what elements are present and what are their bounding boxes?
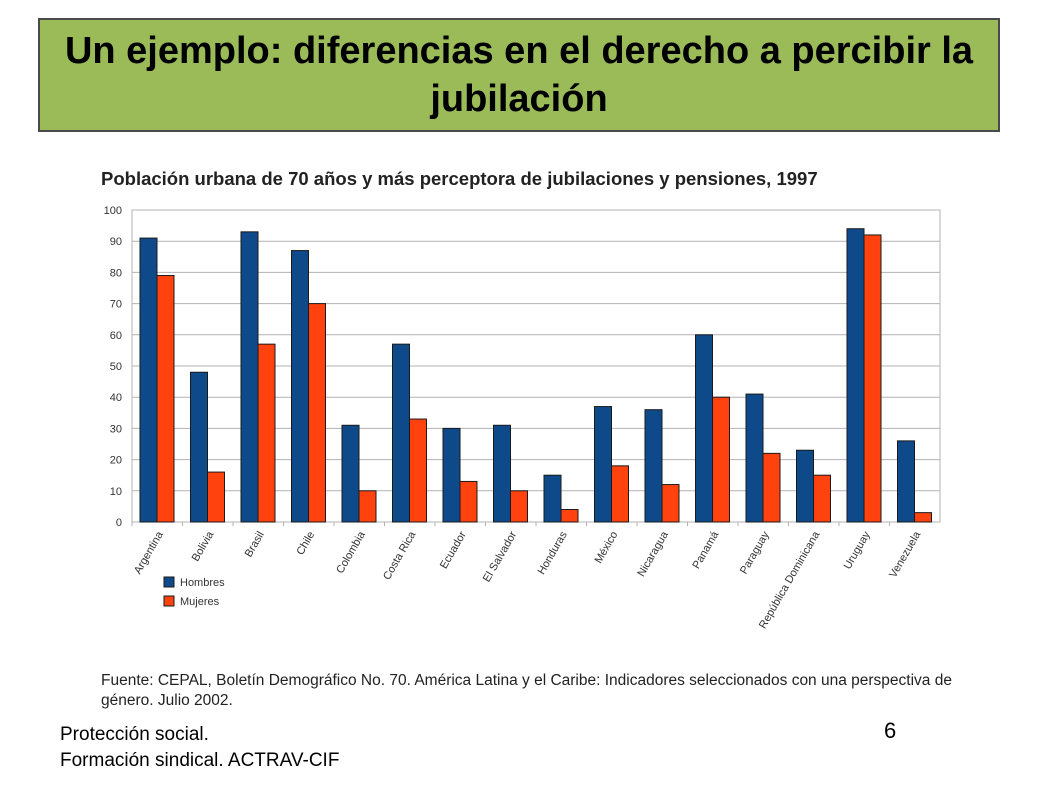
bar-hombres <box>442 427 461 523</box>
y-tick-label: 0 <box>116 517 122 529</box>
bar-hombres <box>240 231 259 523</box>
x-tick-label: Venezuela <box>887 529 924 580</box>
x-tick-label: Chile <box>294 530 317 558</box>
y-tick-label: 100 <box>104 205 122 217</box>
y-tick-label: 10 <box>110 486 122 498</box>
bar-mujeres <box>156 275 175 523</box>
legend-label-hombres: Hombres <box>180 577 225 589</box>
x-tick-label: México <box>593 530 621 566</box>
y-tick-label: 80 <box>110 267 122 279</box>
y-tick-label: 90 <box>110 236 122 248</box>
bar-hombres <box>846 228 865 523</box>
page-number: 6 <box>884 718 897 743</box>
x-tick-label: Costa Rica <box>381 529 419 582</box>
bar-hombres <box>543 474 562 523</box>
bar-mujeres <box>308 303 326 523</box>
slide-title: Un ejemplo: diferencias en el derecho a … <box>64 30 974 120</box>
bar-mujeres <box>459 480 478 523</box>
bar-hombres <box>392 343 410 523</box>
y-tick-label: 40 <box>110 392 122 404</box>
bar-mujeres <box>257 343 276 523</box>
bar-mujeres <box>863 234 882 523</box>
x-tick-label: Argentina <box>132 529 166 577</box>
legend-swatch-mujeres <box>163 595 175 607</box>
x-tick-label: El Salvador <box>481 529 520 584</box>
legend-label-mujeres: Mujeres <box>180 596 220 608</box>
bar-hombres <box>796 449 814 523</box>
bar-mujeres <box>914 512 932 523</box>
bar-hombres <box>897 440 915 523</box>
bar-mujeres <box>611 465 629 523</box>
bar-hombres <box>695 334 713 523</box>
source-note: Fuente: CEPAL, Boletín Demográfico No. 7… <box>101 672 952 709</box>
x-tick-label: Nicaragua <box>635 529 671 579</box>
bar-mujeres <box>409 418 427 523</box>
bar-mujeres <box>560 509 579 523</box>
bar-mujeres <box>661 484 680 523</box>
x-tick-label: Honduras <box>536 529 570 577</box>
y-tick-label: 30 <box>110 423 122 435</box>
bar-hombres <box>341 424 360 523</box>
bar-hombres <box>745 393 764 523</box>
bar-hombres <box>493 424 511 523</box>
y-tick-label: 20 <box>110 455 122 467</box>
bar-hombres <box>644 409 663 523</box>
bar-mujeres <box>762 452 781 523</box>
footer: Protección social. Formación sindical. A… <box>60 722 339 774</box>
bar-hombres <box>190 371 208 523</box>
x-tick-label: Ecuador <box>438 529 469 571</box>
bar-hombres <box>139 237 158 523</box>
footer-line-2: Formación sindical. ACTRAV-CIF <box>60 750 340 771</box>
bar-mujeres <box>358 490 377 523</box>
bar-mujeres <box>207 471 225 523</box>
x-tick-label: Panamá <box>690 529 721 571</box>
chart-title: Población urbana de 70 años y más percep… <box>101 168 818 189</box>
x-tick-label: Colombia <box>334 529 368 576</box>
bar-mujeres <box>712 396 730 523</box>
bar-hombres <box>594 406 612 523</box>
y-tick-label: 60 <box>110 330 122 342</box>
footer-line-1: Protección social. <box>60 724 209 745</box>
legend-swatch-hombres <box>163 576 175 588</box>
bar-hombres <box>291 250 309 523</box>
x-tick-label: Paraguay <box>738 529 772 576</box>
y-tick-label: 70 <box>110 299 122 311</box>
bar-mujeres <box>813 474 831 523</box>
bar-mujeres <box>510 490 528 523</box>
slide-title-box: Un ejemplo: diferencias en el derecho a … <box>38 18 1000 132</box>
y-tick-label: 50 <box>110 361 122 373</box>
x-tick-label: Uruguay <box>842 529 873 571</box>
x-tick-label: Brasil <box>243 530 267 560</box>
x-tick-label: Bolivia <box>190 529 217 564</box>
